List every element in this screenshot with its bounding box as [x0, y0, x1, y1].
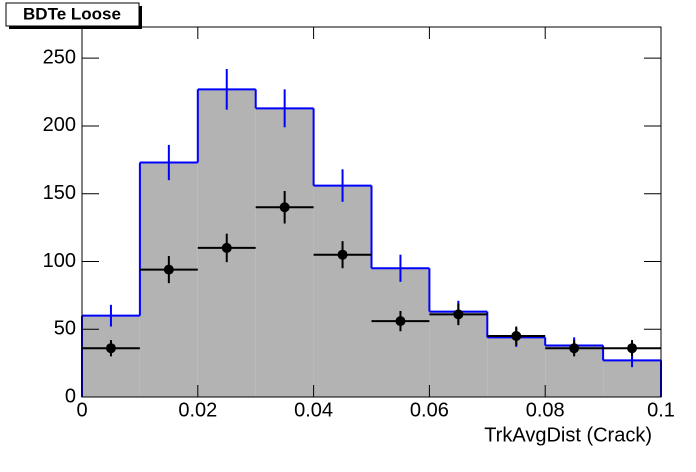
y-tick-label: 100: [43, 250, 76, 272]
plot-area: 0 0.02 0.04 0.06 0.08 0.1 0 50 100 150 200 250: [43, 26, 675, 421]
x-tick-label: 0.08: [526, 399, 565, 421]
data-point: [395, 316, 406, 327]
y-tick-label: 50: [54, 318, 76, 340]
data-point: [569, 343, 580, 354]
x-axis-label: TrkAvgDist (Crack): [484, 424, 652, 446]
data-point: [337, 249, 348, 260]
title-box: [5, 2, 140, 27]
y-tick-label: 250: [43, 46, 76, 68]
data-point: [105, 343, 116, 354]
histogram-bar: [313, 185, 372, 397]
data-point: [511, 331, 522, 342]
histogram-bar: [371, 268, 430, 397]
y-tick-label: 150: [43, 182, 76, 204]
x-tick-label: 0.1: [647, 399, 675, 421]
y-tick-label: 200: [43, 114, 76, 136]
x-tick-label: 0.02: [178, 399, 217, 421]
y-tick-label: 0: [65, 385, 76, 407]
data-point: [627, 343, 638, 354]
data-point: [453, 309, 464, 320]
data-point: [221, 242, 232, 253]
x-tick-label: 0.06: [410, 399, 449, 421]
data-point: [163, 264, 174, 275]
plot-frame: [81, 26, 662, 398]
chart-title: BDTe Loose: [23, 4, 121, 23]
x-tick-label: 0: [76, 399, 87, 421]
histogram-bar: [487, 337, 546, 397]
x-tick-label: 0.04: [294, 399, 333, 421]
data-point: [279, 202, 290, 213]
histogram-bar: [255, 108, 314, 398]
histogram-bar: [429, 311, 488, 397]
